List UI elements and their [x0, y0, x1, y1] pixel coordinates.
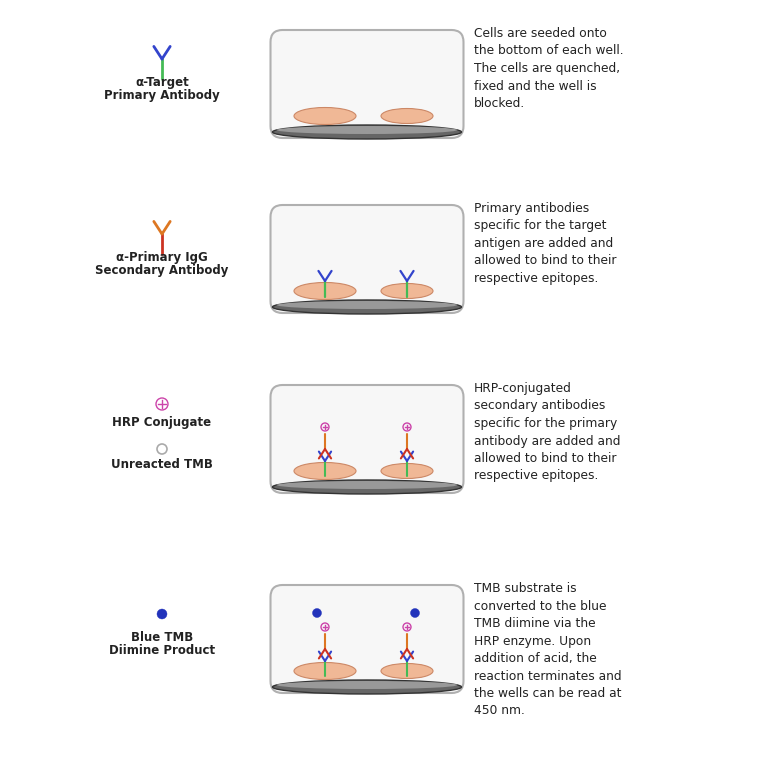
Ellipse shape: [277, 301, 458, 309]
Ellipse shape: [294, 283, 356, 299]
Circle shape: [157, 609, 167, 619]
Ellipse shape: [294, 662, 356, 679]
Ellipse shape: [277, 481, 458, 489]
Ellipse shape: [381, 464, 433, 478]
FancyBboxPatch shape: [270, 585, 464, 693]
Ellipse shape: [294, 108, 356, 125]
Text: HRP-conjugated
secondary antibodies
specific for the primary
antibody are added : HRP-conjugated secondary antibodies spec…: [474, 382, 620, 483]
Text: HRP Conjugate: HRP Conjugate: [112, 416, 212, 429]
Text: Unreacted TMB: Unreacted TMB: [111, 458, 213, 471]
Ellipse shape: [273, 680, 461, 694]
Ellipse shape: [273, 480, 461, 494]
Text: Blue TMB: Blue TMB: [131, 631, 193, 644]
Ellipse shape: [273, 300, 461, 314]
Text: α-Target: α-Target: [135, 76, 189, 89]
Text: Secondary Antibody: Secondary Antibody: [96, 264, 228, 277]
Text: Primary Antibody: Primary Antibody: [104, 89, 220, 102]
Ellipse shape: [294, 462, 356, 480]
Ellipse shape: [273, 125, 461, 139]
Ellipse shape: [381, 663, 433, 678]
Circle shape: [312, 608, 322, 617]
Ellipse shape: [381, 283, 433, 299]
Ellipse shape: [277, 126, 458, 134]
Ellipse shape: [381, 108, 433, 124]
FancyBboxPatch shape: [270, 385, 464, 493]
Circle shape: [410, 608, 419, 617]
FancyBboxPatch shape: [270, 30, 464, 138]
Text: TMB substrate is
converted to the blue
TMB diimine via the
HRP enzyme. Upon
addi: TMB substrate is converted to the blue T…: [474, 582, 622, 717]
FancyBboxPatch shape: [270, 205, 464, 313]
Text: Primary antibodies
specific for the target
antigen are added and
allowed to bind: Primary antibodies specific for the targ…: [474, 202, 617, 285]
Text: α-Primary IgG: α-Primary IgG: [116, 251, 208, 264]
Text: Diimine Product: Diimine Product: [109, 644, 215, 657]
Ellipse shape: [277, 681, 458, 689]
Text: Cells are seeded onto
the bottom of each well.
The cells are quenched,
fixed and: Cells are seeded onto the bottom of each…: [474, 27, 623, 110]
